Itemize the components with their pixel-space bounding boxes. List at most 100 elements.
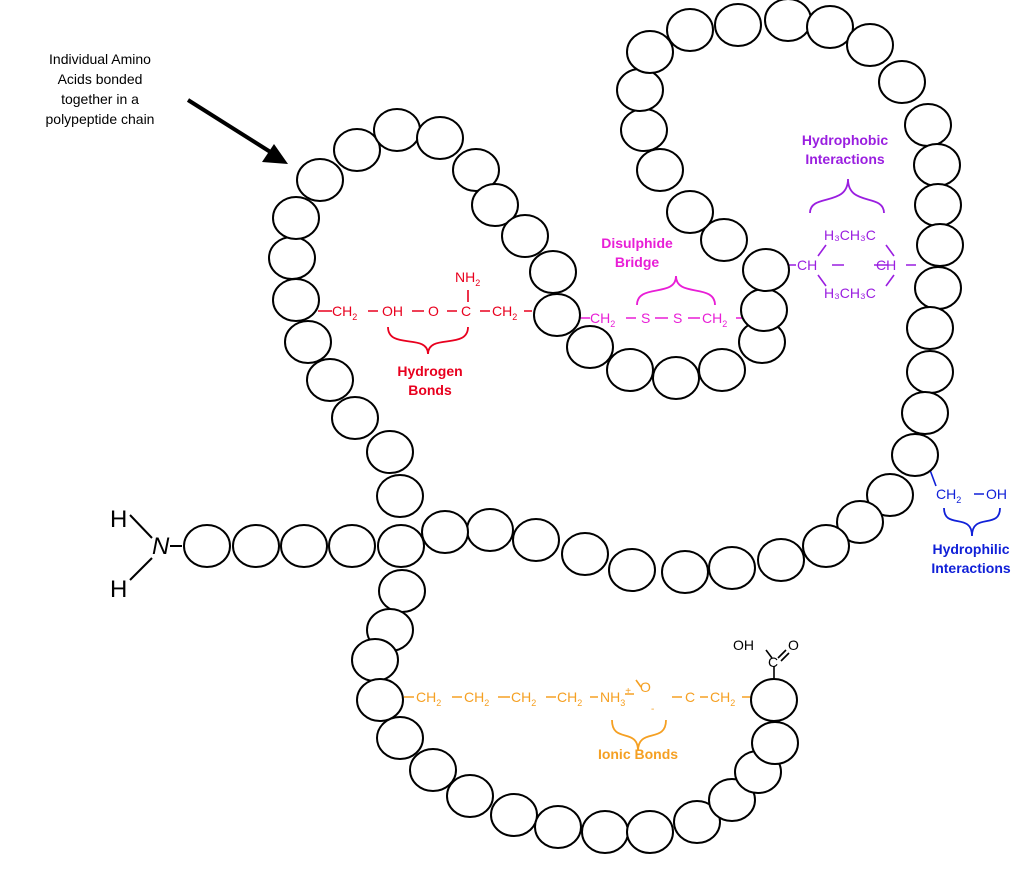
- amino-acid-bead: [636, 148, 684, 192]
- amino-acid-bead: [561, 532, 609, 576]
- ionic-minus: -: [651, 704, 654, 715]
- amino-acid-bead: [698, 348, 746, 392]
- amino-acid-bead: [802, 524, 850, 568]
- hydrophobic-lines: [786, 244, 916, 287]
- amino-acid-bead: [914, 183, 962, 227]
- hl-ch2: CH2: [936, 486, 961, 505]
- amino-acid-bead: [764, 0, 812, 42]
- amino-acid-bead: [806, 5, 854, 49]
- ionic-brace: [611, 719, 667, 752]
- amino-acid-bead: [891, 433, 939, 477]
- amino-acid-bead: [916, 223, 964, 267]
- hydrogen-bonds-title: Hydrogen: [397, 363, 462, 379]
- hydrophilic-title: Interactions: [931, 560, 1011, 576]
- ionic-o: O: [640, 679, 651, 695]
- amino-acid-bead: [471, 183, 519, 227]
- hp-top-group: H₃CH₃C: [824, 227, 876, 243]
- amine-h-bottom: H: [110, 576, 127, 603]
- amino-acid-bead: [376, 474, 424, 518]
- amino-acid-bead: [914, 266, 962, 310]
- amino-acid-bead: [878, 60, 926, 104]
- ds-ch2-left: CH2: [590, 310, 615, 329]
- arrow-shaft: [186, 98, 274, 155]
- amino-acid-bead: [280, 524, 328, 568]
- amino-acid-bead: [901, 391, 949, 435]
- amino-acid-bead: [652, 356, 700, 400]
- hb-ch2-right: CH2: [492, 303, 517, 322]
- amine-n: N: [152, 533, 170, 560]
- arrow-head-icon: [262, 144, 288, 164]
- ionic-ch2: CH2: [464, 689, 489, 708]
- amino-acid-bead: [666, 8, 714, 52]
- amino-acid-bead: [529, 250, 577, 294]
- ionic-lines: [404, 679, 752, 698]
- amino-acid-bead: [740, 288, 788, 332]
- hydrophilic-lines: [929, 469, 984, 495]
- hydrophilic-title: Hydrophilic: [932, 541, 1009, 557]
- amino-acid-bead: [296, 158, 344, 202]
- disulphide-title: Disulphide: [601, 235, 673, 251]
- hb-o: O: [428, 303, 439, 319]
- carboxyl-group: OH C O: [733, 637, 799, 670]
- amino-acid-bead: [666, 190, 714, 234]
- amino-acid-bead: [409, 748, 457, 792]
- amino-acid-bead: [416, 116, 464, 160]
- amino-acid-bead: [661, 550, 709, 594]
- hp-ch-right: CH: [876, 257, 896, 273]
- hydrophilic-group: CH2 OH Hydrophilic Interactions: [931, 486, 1011, 576]
- amino-acid-bead: [866, 473, 914, 517]
- hydrogen-bond-lines: [318, 290, 532, 312]
- hb-ch2-left: CH2: [332, 303, 357, 322]
- hl-oh: OH: [986, 486, 1007, 502]
- amino-acid-bead: [906, 350, 954, 394]
- hydrophobic-title: Hydrophobic: [802, 132, 889, 148]
- ds-s2: S: [673, 310, 682, 326]
- carboxyl-c: C: [768, 654, 778, 670]
- amino-acid-bead: [377, 524, 425, 568]
- hydrophilic-brace: [943, 507, 1001, 537]
- amino-acid-bead: [501, 214, 549, 258]
- amino-acid-bead: [836, 500, 884, 544]
- amino-acid-bead: [356, 678, 404, 722]
- amino-acid-bead: [306, 358, 354, 402]
- annotation-line: polypeptide chain: [46, 111, 155, 127]
- amino-acid-bead: [378, 569, 426, 613]
- amino-acid-bead: [620, 108, 668, 152]
- amino-acid-bead: [742, 248, 790, 292]
- amino-acid-bead: [328, 524, 376, 568]
- ionic-ch2-last: CH2: [710, 689, 735, 708]
- amino-acid-bead: [373, 108, 421, 152]
- disulphide-bridge-group: CH2 S S CH2 Disulphide Bridge: [590, 235, 727, 329]
- annotation: Individual Amino Acids bonded together i…: [46, 51, 288, 164]
- carboxyl-lines: [765, 649, 790, 681]
- ionic-ch2: CH2: [511, 689, 536, 708]
- amino-acid-bead: [751, 721, 799, 765]
- hydrophobic-title: Interactions: [805, 151, 885, 167]
- amino-acid-bead: [232, 524, 280, 568]
- amino-acid-bead: [757, 538, 805, 582]
- hb-nh2: NH2: [455, 269, 480, 288]
- amine-group: H N H: [110, 506, 182, 603]
- amino-acid-bead: [673, 800, 721, 844]
- hb-c: C: [461, 303, 471, 319]
- amino-acid-bead: [581, 810, 629, 854]
- amino-acid-bead: [452, 148, 500, 192]
- polypeptide-chain: [183, 0, 964, 854]
- amino-acid-bead: [913, 143, 961, 187]
- bond-line: [129, 514, 153, 539]
- ionic-ch2: CH2: [557, 689, 582, 708]
- bond-line: [129, 557, 153, 581]
- ds-s1: S: [641, 310, 650, 326]
- amine-h-top: H: [110, 506, 127, 533]
- amino-acid-bead: [466, 508, 514, 552]
- ionic-c: C: [685, 689, 695, 705]
- amino-acid-bead: [606, 348, 654, 392]
- annotation-line: Individual Amino: [49, 51, 151, 67]
- disulphide-brace: [636, 275, 716, 306]
- hydrophobic-group: CH CH H₃CH₃C H₃CH₃C Hydrophobic Interact…: [797, 132, 896, 301]
- ionic-ch2: CH2: [416, 689, 441, 708]
- carboxyl-o: O: [788, 637, 799, 653]
- ionic-bonds-title: Ionic Bonds: [598, 746, 678, 762]
